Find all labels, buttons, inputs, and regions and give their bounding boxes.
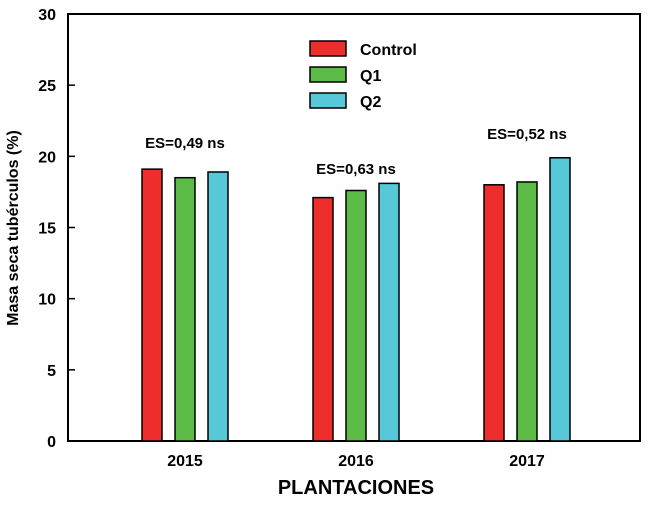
legend-swatch-q1 xyxy=(309,66,347,83)
y-tick-label: 5 xyxy=(47,363,56,380)
bar-q1-2015 xyxy=(174,176,196,442)
bar-q1-2016 xyxy=(345,189,367,442)
y-tick-label: 20 xyxy=(38,149,56,166)
bar-q2-2017 xyxy=(549,157,571,442)
x-axis-label: PLANTACIONES xyxy=(278,477,434,499)
y-tick-label: 10 xyxy=(38,292,56,309)
legend-swatch-q2 xyxy=(309,92,347,109)
x-tick-label: 2016 xyxy=(338,453,374,470)
bar-q1-2017 xyxy=(516,181,538,442)
es-annotation: ES=0,63 ns xyxy=(316,161,396,178)
y-tick-label: 30 xyxy=(38,7,56,24)
bar-control-2017 xyxy=(483,184,505,442)
bar-q2-2016 xyxy=(378,182,400,442)
x-tick-label: 2015 xyxy=(167,453,203,470)
x-tick-label: 2017 xyxy=(509,453,545,470)
legend-label: Q2 xyxy=(360,94,381,111)
y-tick-label: 15 xyxy=(38,221,56,238)
legend-swatch-control xyxy=(309,40,347,57)
legend-label: Q1 xyxy=(360,68,381,85)
bar-control-2015 xyxy=(141,168,163,442)
bar-control-2016 xyxy=(312,196,334,442)
es-annotation: ES=0,49 ns xyxy=(145,135,225,152)
y-tick-label: 25 xyxy=(38,78,56,95)
bar-q2-2015 xyxy=(207,171,229,442)
es-annotation: ES=0,52 ns xyxy=(487,126,567,143)
legend-label: Control xyxy=(360,42,417,59)
y-tick-label: 0 xyxy=(47,434,56,451)
y-axis-label: Masa seca tubérculos (%) xyxy=(5,130,22,326)
